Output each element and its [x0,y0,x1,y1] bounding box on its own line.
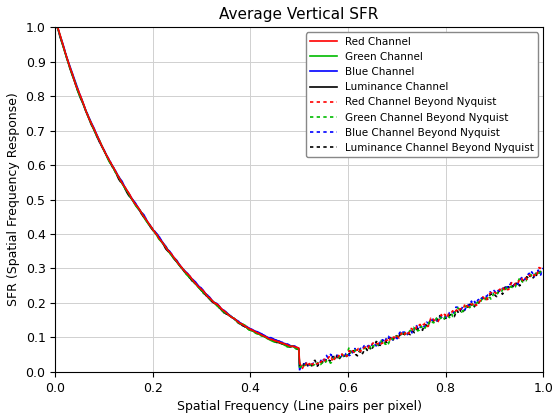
X-axis label: Spatial Frequency (Line pairs per pixel): Spatial Frequency (Line pairs per pixel) [176,400,422,413]
Y-axis label: SFR (Spatial Frequency Response): SFR (Spatial Frequency Response) [7,93,20,307]
Legend: Red Channel, Green Channel, Blue Channel, Luminance Channel, Red Channel Beyond : Red Channel, Green Channel, Blue Channel… [306,32,538,157]
Title: Average Vertical SFR: Average Vertical SFR [220,7,379,22]
